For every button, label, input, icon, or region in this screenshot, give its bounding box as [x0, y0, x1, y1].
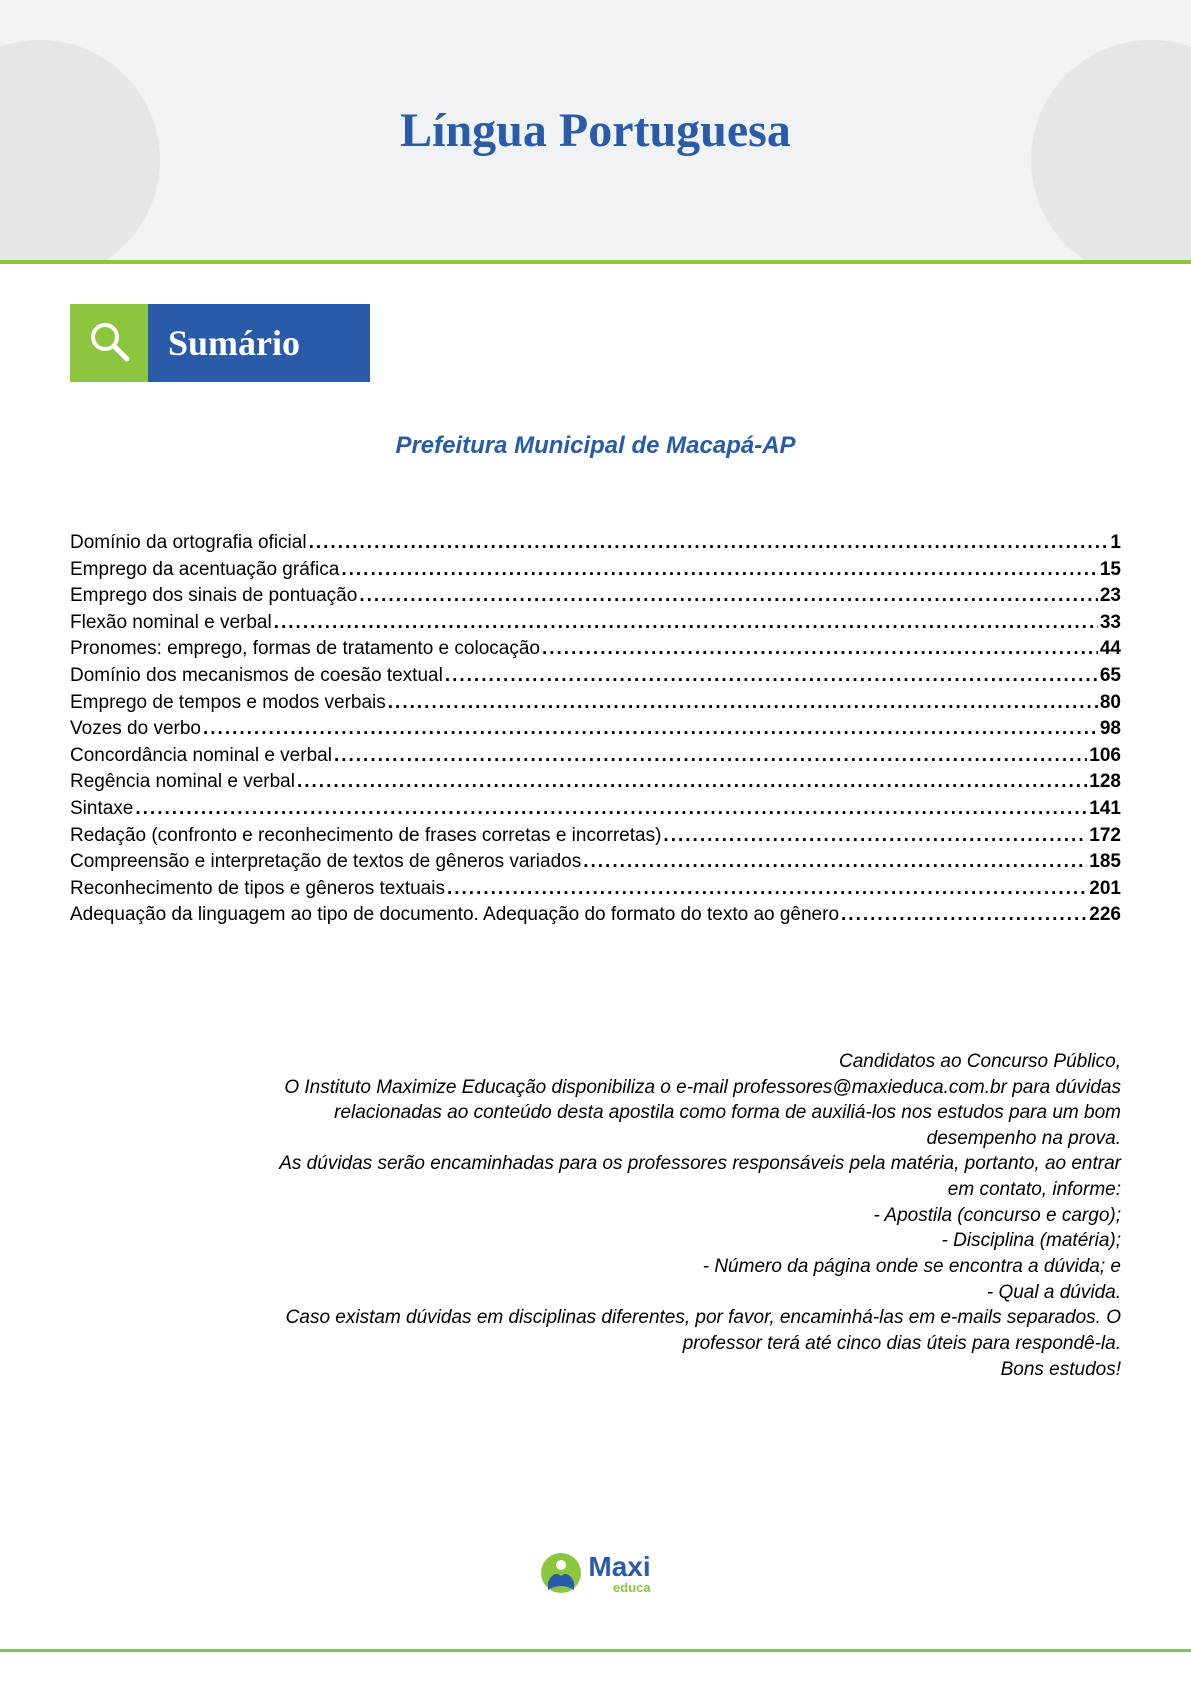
info-block: Candidatos ao Concurso Público,O Institu…	[70, 1049, 1121, 1382]
toc-row: Domínio da ortografia oficial 1	[70, 530, 1121, 557]
toc-row: Flexão nominal e verbal 33	[70, 610, 1121, 637]
content-area: Sumário Prefeitura Municipal de Macapá-A…	[0, 264, 1191, 1382]
info-line: O Instituto Maximize Educação disponibil…	[70, 1075, 1121, 1101]
toc-leader-dots	[841, 902, 1087, 929]
info-line: - Número da página onde se encontra a dú…	[70, 1254, 1121, 1280]
info-line: - Apostila (concurso e cargo);	[70, 1203, 1121, 1229]
toc-topic: Pronomes: emprego, formas de tratamento …	[70, 636, 540, 663]
toc-leader-dots	[542, 636, 1098, 663]
toc-topic: Emprego dos sinais de pontuação	[70, 583, 357, 610]
toc-row: Vozes do verbo 98	[70, 716, 1121, 743]
toc-page-number: 33	[1100, 610, 1121, 637]
toc-topic: Domínio dos mecanismos de coesão textual	[70, 663, 443, 690]
toc-row: Domínio dos mecanismos de coesão textual…	[70, 663, 1121, 690]
info-line: desempenho na prova.	[70, 1126, 1121, 1152]
info-line: - Disciplina (matéria);	[70, 1228, 1121, 1254]
toc-leader-dots	[309, 530, 1109, 557]
toc-page-number: 201	[1089, 876, 1121, 903]
toc-page-number: 172	[1089, 823, 1121, 850]
sumario-label: Sumário	[168, 322, 300, 364]
toc-topic: Concordância nominal e verbal	[70, 743, 332, 770]
toc-leader-dots	[447, 876, 1087, 903]
toc-leader-dots	[445, 663, 1098, 690]
info-line: professor terá até cinco dias úteis para…	[70, 1331, 1121, 1357]
toc-leader-dots	[297, 769, 1087, 796]
toc-page-number: 23	[1100, 583, 1121, 610]
toc-row: Concordância nominal e verbal 106	[70, 743, 1121, 770]
toc-topic: Flexão nominal e verbal	[70, 610, 272, 637]
toc-topic: Redação (confronto e reconhecimento de f…	[70, 823, 661, 850]
toc-topic: Reconhecimento de tipos e gêneros textua…	[70, 876, 445, 903]
toc-row: Sintaxe 141	[70, 796, 1121, 823]
toc-row: Reconhecimento de tipos e gêneros textua…	[70, 876, 1121, 903]
logo: Maxi educa	[0, 1552, 1191, 1594]
header-band: Língua Portuguesa	[0, 0, 1191, 260]
info-line: relacionadas ao conteúdo desta apostila …	[70, 1100, 1121, 1126]
toc-leader-dots	[274, 610, 1098, 637]
toc-topic: Emprego de tempos e modos verbais	[70, 690, 386, 717]
toc-leader-dots	[341, 557, 1098, 584]
toc-leader-dots	[135, 796, 1087, 823]
info-line: - Qual a dúvida.	[70, 1280, 1121, 1306]
toc-topic: Adequação da linguagem ao tipo de docume…	[70, 902, 839, 929]
toc-row: Compreensão e interpretação de textos de…	[70, 849, 1121, 876]
sumario-label-box: Sumário	[148, 304, 370, 382]
toc-page-number: 226	[1089, 902, 1121, 929]
toc-page-number: 80	[1100, 690, 1121, 717]
toc-row: Redação (confronto e reconhecimento de f…	[70, 823, 1121, 850]
footer-divider	[0, 1649, 1191, 1652]
sumario-icon-box	[70, 304, 148, 382]
toc-topic: Regência nominal e verbal	[70, 769, 295, 796]
toc-page-number: 65	[1100, 663, 1121, 690]
logo-text-sub: educa	[588, 1581, 650, 1594]
magnifier-icon	[87, 319, 131, 368]
toc-page-number: 128	[1089, 769, 1121, 796]
toc-page-number: 106	[1089, 743, 1121, 770]
toc-row: Pronomes: emprego, formas de tratamento …	[70, 636, 1121, 663]
toc-leader-dots	[583, 849, 1087, 876]
toc-row: Adequação da linguagem ao tipo de docume…	[70, 902, 1121, 929]
toc-row: Regência nominal e verbal 128	[70, 769, 1121, 796]
toc-topic: Domínio da ortografia oficial	[70, 530, 307, 557]
toc-leader-dots	[359, 583, 1098, 610]
toc-topic: Sintaxe	[70, 796, 133, 823]
toc-page-number: 185	[1089, 849, 1121, 876]
toc-leader-dots	[334, 743, 1087, 770]
toc-leader-dots	[388, 690, 1098, 717]
info-line: Bons estudos!	[70, 1357, 1121, 1383]
toc-row: Emprego dos sinais de pontuação 23	[70, 583, 1121, 610]
logo-text: Maxi educa	[588, 1553, 650, 1594]
info-line: As dúvidas serão encaminhadas para os pr…	[70, 1151, 1121, 1177]
toc-row: Emprego de tempos e modos verbais 80	[70, 690, 1121, 717]
toc-page-number: 98	[1100, 716, 1121, 743]
info-line: Caso existam dúvidas em disciplinas dife…	[70, 1305, 1121, 1331]
subtitle: Prefeitura Municipal de Macapá-AP	[70, 432, 1121, 460]
toc-leader-dots	[203, 716, 1098, 743]
toc-leader-dots	[663, 823, 1087, 850]
page: Língua Portuguesa Sumário Prefeitura Mun…	[0, 0, 1191, 1682]
sumario-bar: Sumário	[70, 304, 370, 382]
toc-page-number: 141	[1089, 796, 1121, 823]
toc-topic: Emprego da acentuação gráfica	[70, 557, 339, 584]
page-title: Língua Portuguesa	[400, 103, 791, 158]
toc-row: Emprego da acentuação gráfica 15	[70, 557, 1121, 584]
logo-mark-icon	[540, 1552, 582, 1594]
logo-text-main: Maxi	[588, 1553, 650, 1581]
toc-topic: Compreensão e interpretação de textos de…	[70, 849, 581, 876]
toc-topic: Vozes do verbo	[70, 716, 201, 743]
info-line: Candidatos ao Concurso Público,	[70, 1049, 1121, 1075]
table-of-contents: Domínio da ortografia oficial1Emprego da…	[70, 530, 1121, 929]
info-line: em contato, informe:	[70, 1177, 1121, 1203]
toc-page-number: 44	[1100, 636, 1121, 663]
toc-page-number: 1	[1110, 530, 1121, 557]
toc-page-number: 15	[1100, 557, 1121, 584]
footer: Maxi educa	[0, 1552, 1191, 1652]
